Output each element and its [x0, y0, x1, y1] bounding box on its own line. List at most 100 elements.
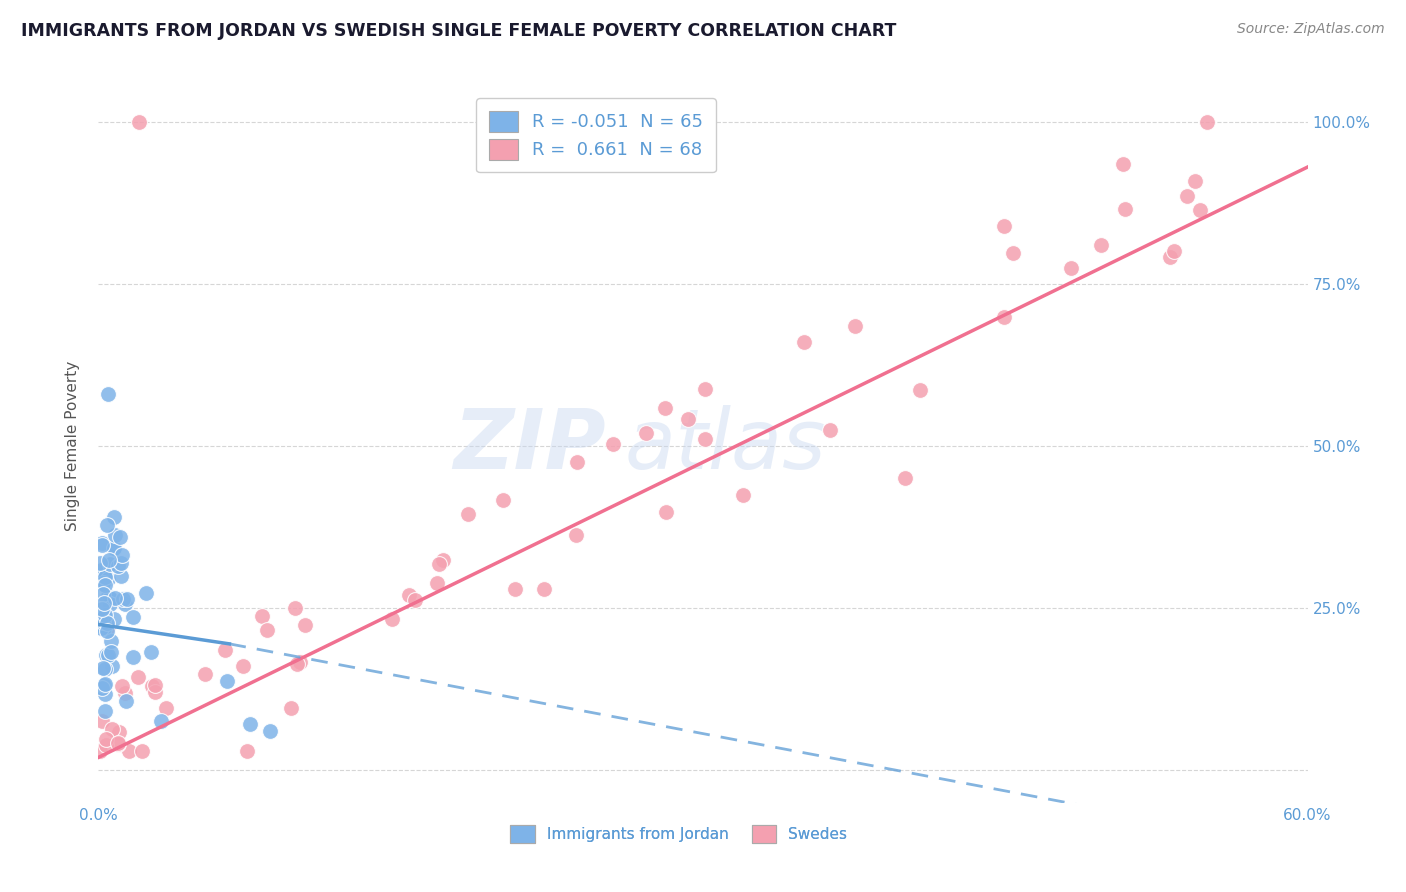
- Point: [288, 656, 311, 670]
- Point: [695, 382, 717, 396]
- Point: [96, 624, 118, 639]
- Point: [115, 693, 138, 707]
- Point: [1090, 238, 1112, 252]
- Point: [97, 619, 120, 633]
- Point: [103, 510, 125, 524]
- Point: [565, 528, 588, 542]
- Point: [404, 593, 426, 607]
- Point: [131, 744, 153, 758]
- Point: [1175, 189, 1198, 203]
- Point: [101, 541, 124, 555]
- Point: [1002, 245, 1025, 260]
- Point: [94, 732, 117, 747]
- Point: [1114, 202, 1136, 216]
- Point: [89, 556, 111, 570]
- Point: [108, 530, 131, 544]
- Point: [893, 471, 915, 485]
- Point: [793, 335, 815, 350]
- Point: [101, 659, 124, 673]
- Point: [91, 602, 114, 616]
- Point: [284, 601, 307, 615]
- Point: [457, 508, 479, 522]
- Point: [94, 570, 117, 584]
- Point: [1188, 203, 1211, 218]
- Point: [97, 572, 120, 586]
- Point: [90, 563, 112, 577]
- Point: [89, 744, 111, 758]
- Point: [910, 384, 932, 398]
- Point: [731, 488, 754, 502]
- Point: [232, 659, 254, 673]
- Point: [381, 612, 404, 626]
- Point: [1112, 157, 1135, 171]
- Point: [239, 716, 262, 731]
- Point: [143, 678, 166, 692]
- Point: [259, 724, 281, 739]
- Point: [97, 648, 120, 662]
- Point: [676, 412, 699, 426]
- Point: [1195, 114, 1218, 128]
- Point: [654, 401, 676, 415]
- Point: [103, 612, 125, 626]
- Point: [533, 582, 555, 596]
- Point: [96, 615, 118, 630]
- Point: [426, 576, 449, 591]
- Point: [111, 548, 134, 562]
- Point: [820, 423, 842, 437]
- Point: [503, 582, 526, 596]
- Point: [1159, 250, 1181, 264]
- Point: [214, 642, 236, 657]
- Point: [103, 541, 125, 556]
- Point: [89, 565, 111, 579]
- Point: [115, 591, 138, 606]
- Point: [97, 387, 120, 401]
- Point: [94, 578, 117, 592]
- Point: [91, 538, 114, 552]
- Point: [118, 744, 141, 758]
- Point: [993, 310, 1015, 324]
- Point: [844, 318, 866, 333]
- Point: [567, 455, 589, 469]
- Point: [90, 536, 112, 550]
- Y-axis label: Single Female Poverty: Single Female Poverty: [65, 361, 80, 531]
- Point: [93, 607, 115, 622]
- Point: [91, 576, 114, 591]
- Point: [96, 648, 118, 663]
- Point: [655, 505, 678, 519]
- Point: [280, 701, 302, 715]
- Point: [122, 650, 145, 665]
- Point: [94, 687, 117, 701]
- Point: [93, 596, 115, 610]
- Point: [432, 553, 454, 567]
- Point: [1060, 261, 1083, 276]
- Point: [1163, 244, 1185, 259]
- Point: [96, 518, 118, 533]
- Point: [215, 673, 238, 688]
- Point: [98, 591, 121, 605]
- Point: [93, 678, 115, 692]
- Point: [135, 586, 157, 600]
- Text: Source: ZipAtlas.com: Source: ZipAtlas.com: [1237, 22, 1385, 37]
- Point: [693, 432, 716, 446]
- Point: [93, 621, 115, 635]
- Point: [89, 612, 111, 626]
- Point: [94, 677, 117, 691]
- Point: [110, 557, 132, 571]
- Text: ZIP: ZIP: [454, 406, 606, 486]
- Point: [90, 622, 112, 636]
- Point: [427, 558, 450, 572]
- Point: [114, 686, 136, 700]
- Point: [91, 714, 114, 728]
- Point: [91, 661, 114, 675]
- Point: [256, 623, 278, 637]
- Point: [107, 736, 129, 750]
- Point: [128, 114, 150, 128]
- Point: [145, 684, 167, 698]
- Point: [91, 574, 114, 588]
- Point: [122, 610, 145, 624]
- Point: [398, 588, 420, 602]
- Text: IMMIGRANTS FROM JORDAN VS SWEDISH SINGLE FEMALE POVERTY CORRELATION CHART: IMMIGRANTS FROM JORDAN VS SWEDISH SINGLE…: [21, 22, 897, 40]
- Point: [107, 724, 129, 739]
- Point: [250, 608, 273, 623]
- Point: [100, 645, 122, 659]
